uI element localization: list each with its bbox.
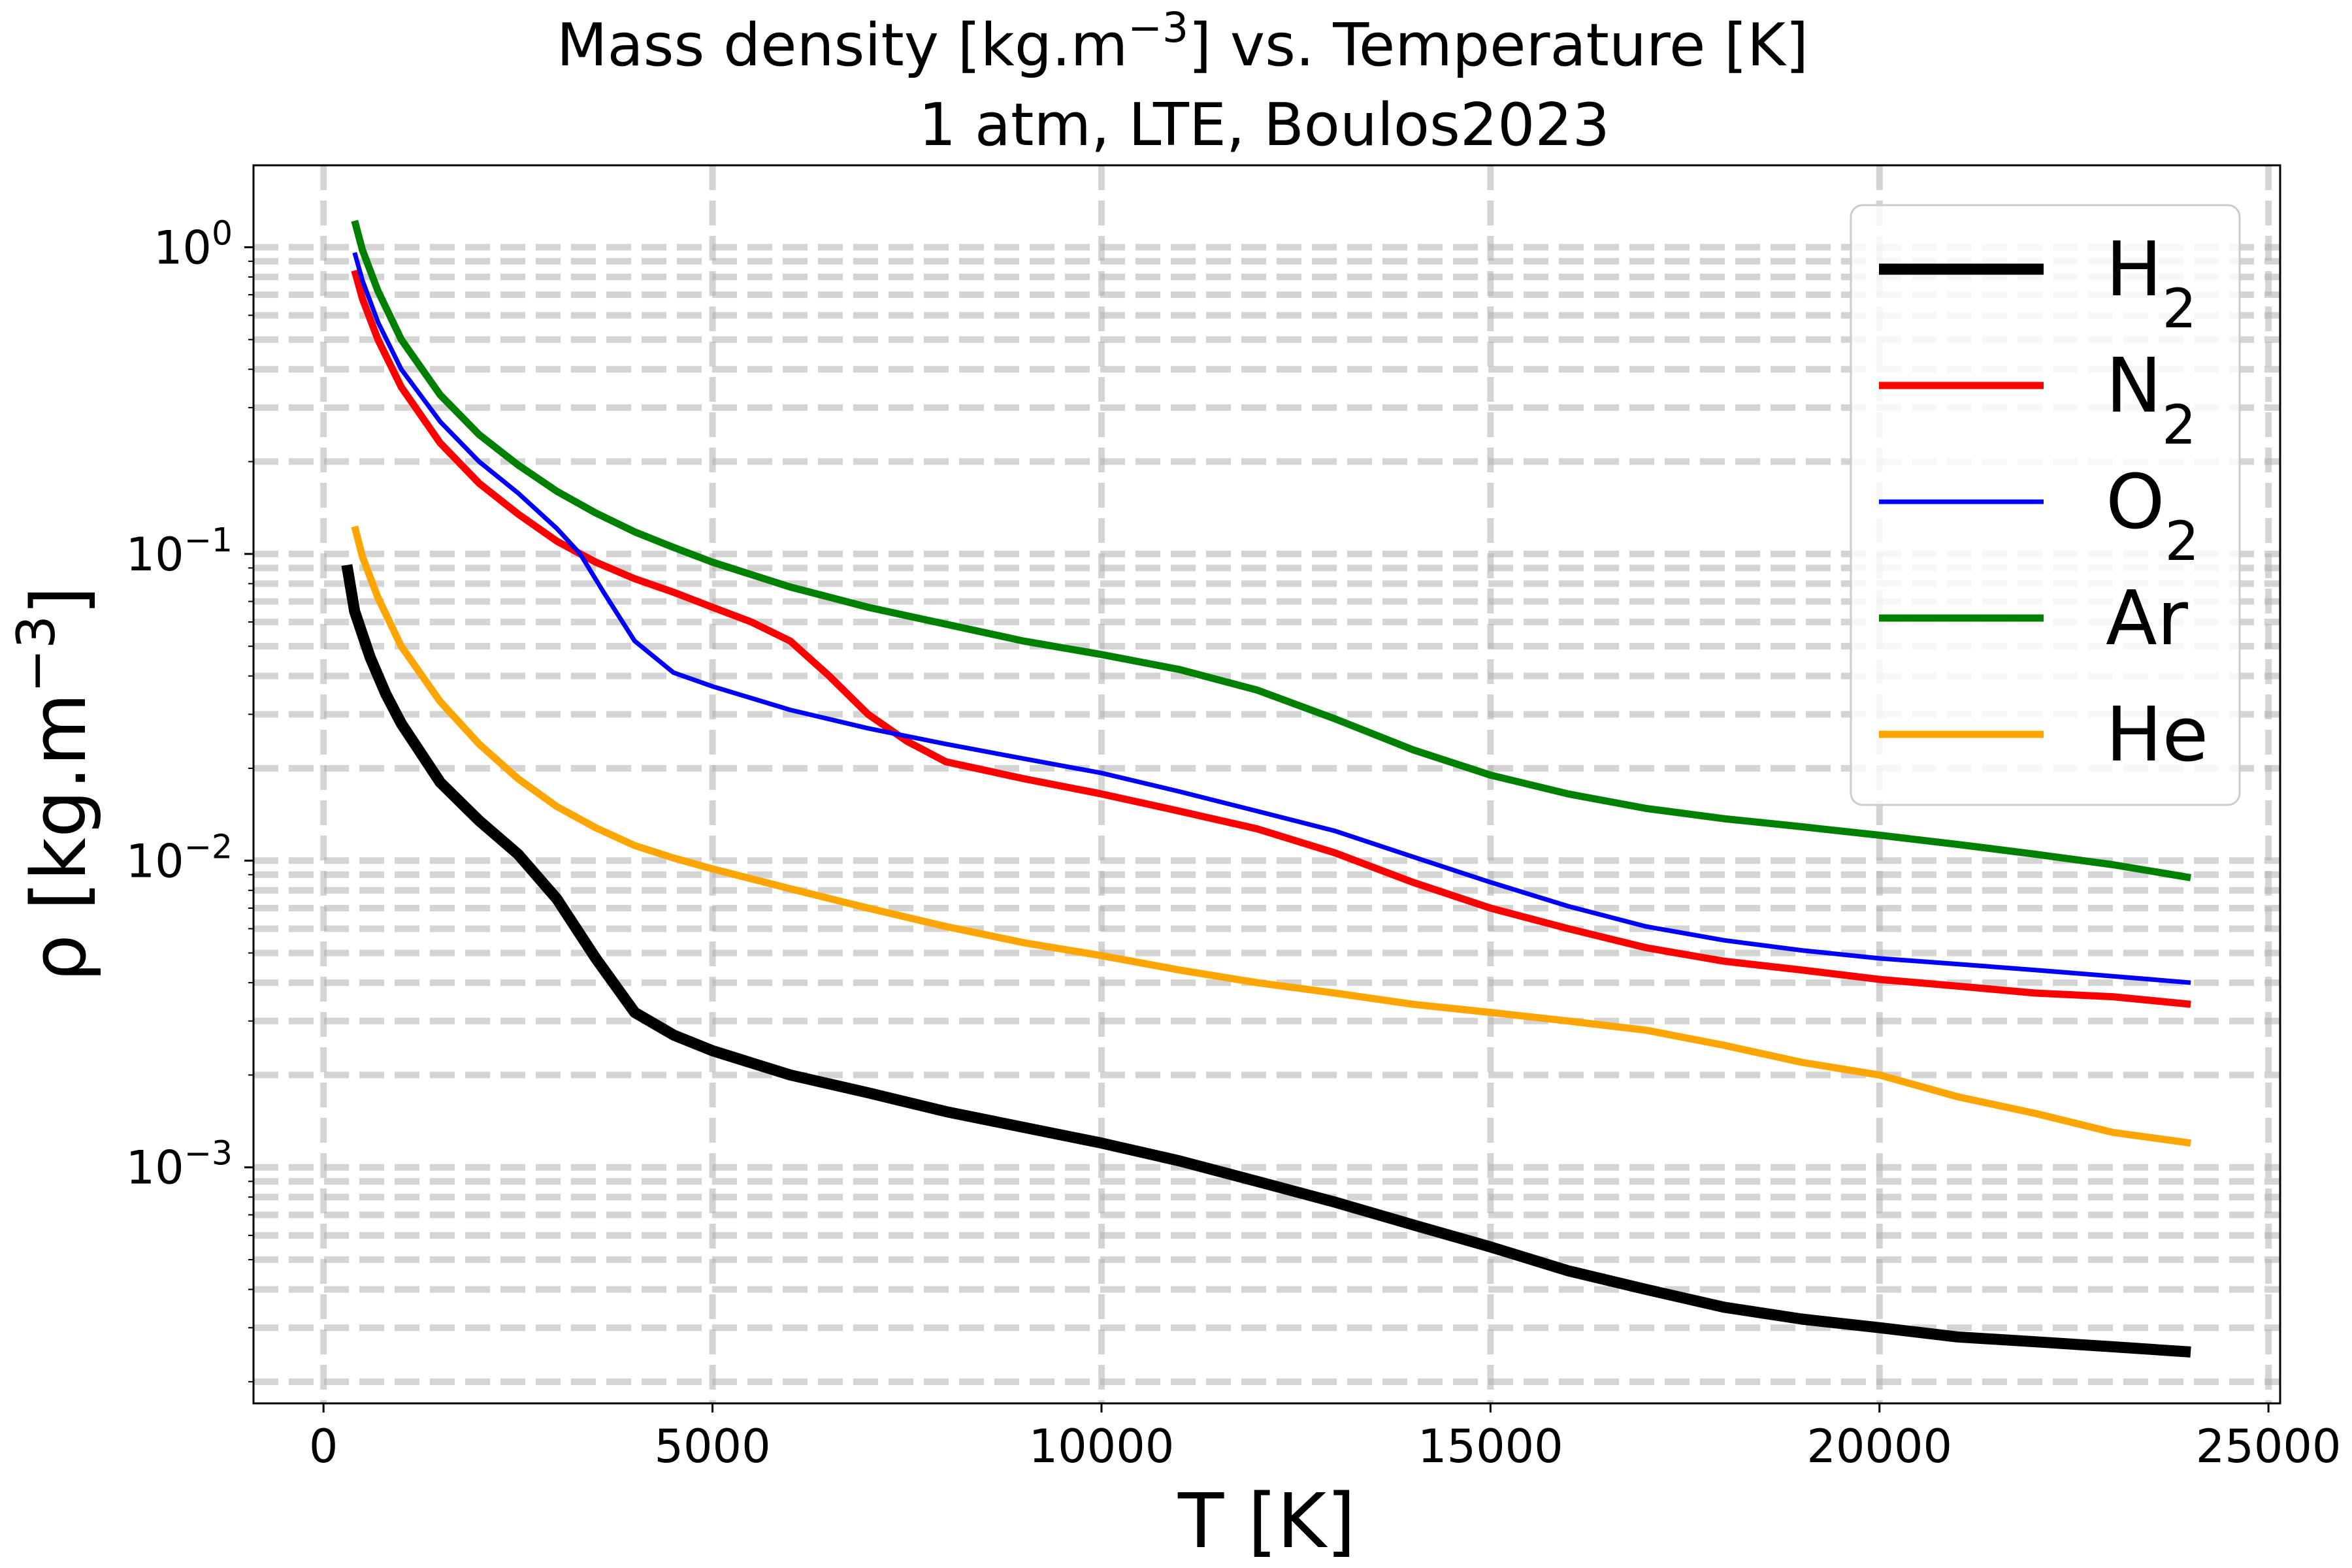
plot-frame — [252, 164, 2281, 1405]
series-lines — [341, 220, 2192, 1358]
legend-label-o2: O2 — [2106, 459, 2199, 573]
legend-label-h2: H2 — [2106, 226, 2197, 340]
y-tick-label: 10−2 — [126, 827, 233, 889]
legend-frame — [1850, 204, 2241, 806]
legend-label-ar: Ar — [2106, 575, 2189, 662]
series-line-he — [351, 525, 2191, 1147]
y-tick-label: 10−3 — [126, 1134, 233, 1195]
x-tick-label: 25000 — [2196, 1420, 2342, 1473]
chart-title-line1: Mass density [kg.m−3] vs. Temperature [K… — [557, 4, 1808, 80]
y-axis-ticks: 10−3 10−2 10−1 100 — [126, 214, 253, 1382]
legend-label-he: He — [2106, 691, 2208, 779]
x-tick-label: 10000 — [1029, 1420, 1175, 1473]
x-axis-ticks: 0 5000 10000 15000 20000 25000 — [309, 1403, 2342, 1473]
series-line-h2 — [341, 564, 2191, 1358]
series-line-ar — [351, 220, 2192, 881]
series-line-n2 — [351, 269, 2191, 1008]
legend-label-n2: N2 — [2106, 342, 2197, 457]
x-tick-label: 0 — [309, 1420, 338, 1473]
chart-title-line2: 1 atm, LTE, Boulos2023 — [919, 91, 1610, 159]
x-tick-label: 20000 — [1806, 1420, 1952, 1473]
y-axis-label: ρ [kg.m−3] — [5, 586, 103, 982]
y-tick-label: 10−1 — [126, 520, 233, 581]
x-tick-label: 15000 — [1418, 1420, 1563, 1473]
series-line-o2 — [352, 252, 2191, 985]
x-tick-label: 5000 — [654, 1420, 770, 1473]
y-tick-label: 100 — [154, 214, 233, 275]
x-axis-label: T [K] — [1177, 1478, 1356, 1565]
